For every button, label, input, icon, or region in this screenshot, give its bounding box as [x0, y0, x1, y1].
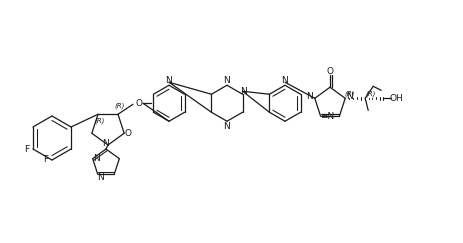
- Text: O: O: [326, 67, 333, 76]
- Text: F: F: [44, 156, 49, 165]
- Text: O: O: [125, 129, 131, 138]
- Text: N: N: [165, 76, 172, 85]
- Text: OH: OH: [388, 94, 402, 103]
- Text: N: N: [97, 173, 104, 182]
- Text: (R): (R): [364, 90, 375, 96]
- Text: (R): (R): [114, 103, 125, 110]
- Text: N: N: [102, 139, 109, 148]
- Text: N: N: [281, 76, 288, 85]
- Text: N: N: [93, 154, 100, 163]
- Text: O: O: [135, 99, 142, 108]
- Text: (R): (R): [343, 90, 354, 96]
- Text: N: N: [223, 122, 230, 131]
- Text: N: N: [223, 76, 230, 85]
- Text: =N: =N: [319, 112, 333, 121]
- Text: N: N: [345, 92, 352, 101]
- Text: F: F: [25, 145, 30, 154]
- Text: N: N: [306, 92, 313, 101]
- Text: N: N: [240, 87, 246, 96]
- Text: (R): (R): [94, 118, 105, 124]
